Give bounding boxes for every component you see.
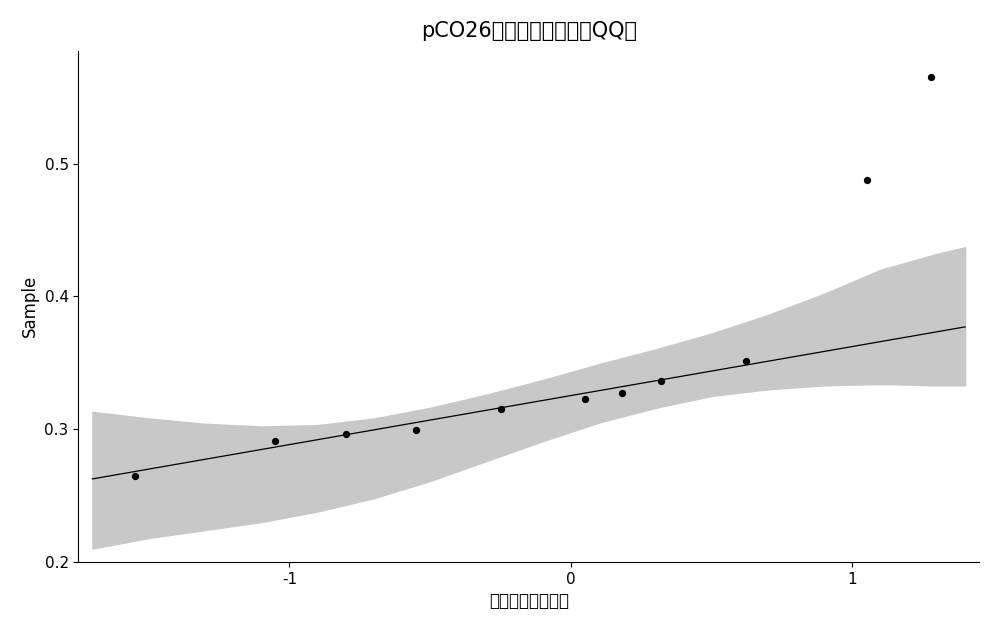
Point [493, 404, 509, 414]
Title: pCO26相对荧光强度比值QQ图: pCO26相对荧光强度比值QQ图 [421, 21, 637, 41]
Point [267, 436, 283, 446]
Point [859, 174, 875, 184]
Y-axis label: Sample: Sample [21, 275, 39, 338]
Point [408, 425, 424, 435]
X-axis label: 相对荧光强度比值: 相对荧光强度比值 [489, 592, 569, 610]
Point [923, 72, 939, 82]
Point [127, 471, 143, 481]
Point [653, 376, 669, 386]
Point [738, 357, 754, 367]
Point [614, 388, 630, 398]
Point [338, 429, 354, 439]
Point [577, 394, 593, 404]
